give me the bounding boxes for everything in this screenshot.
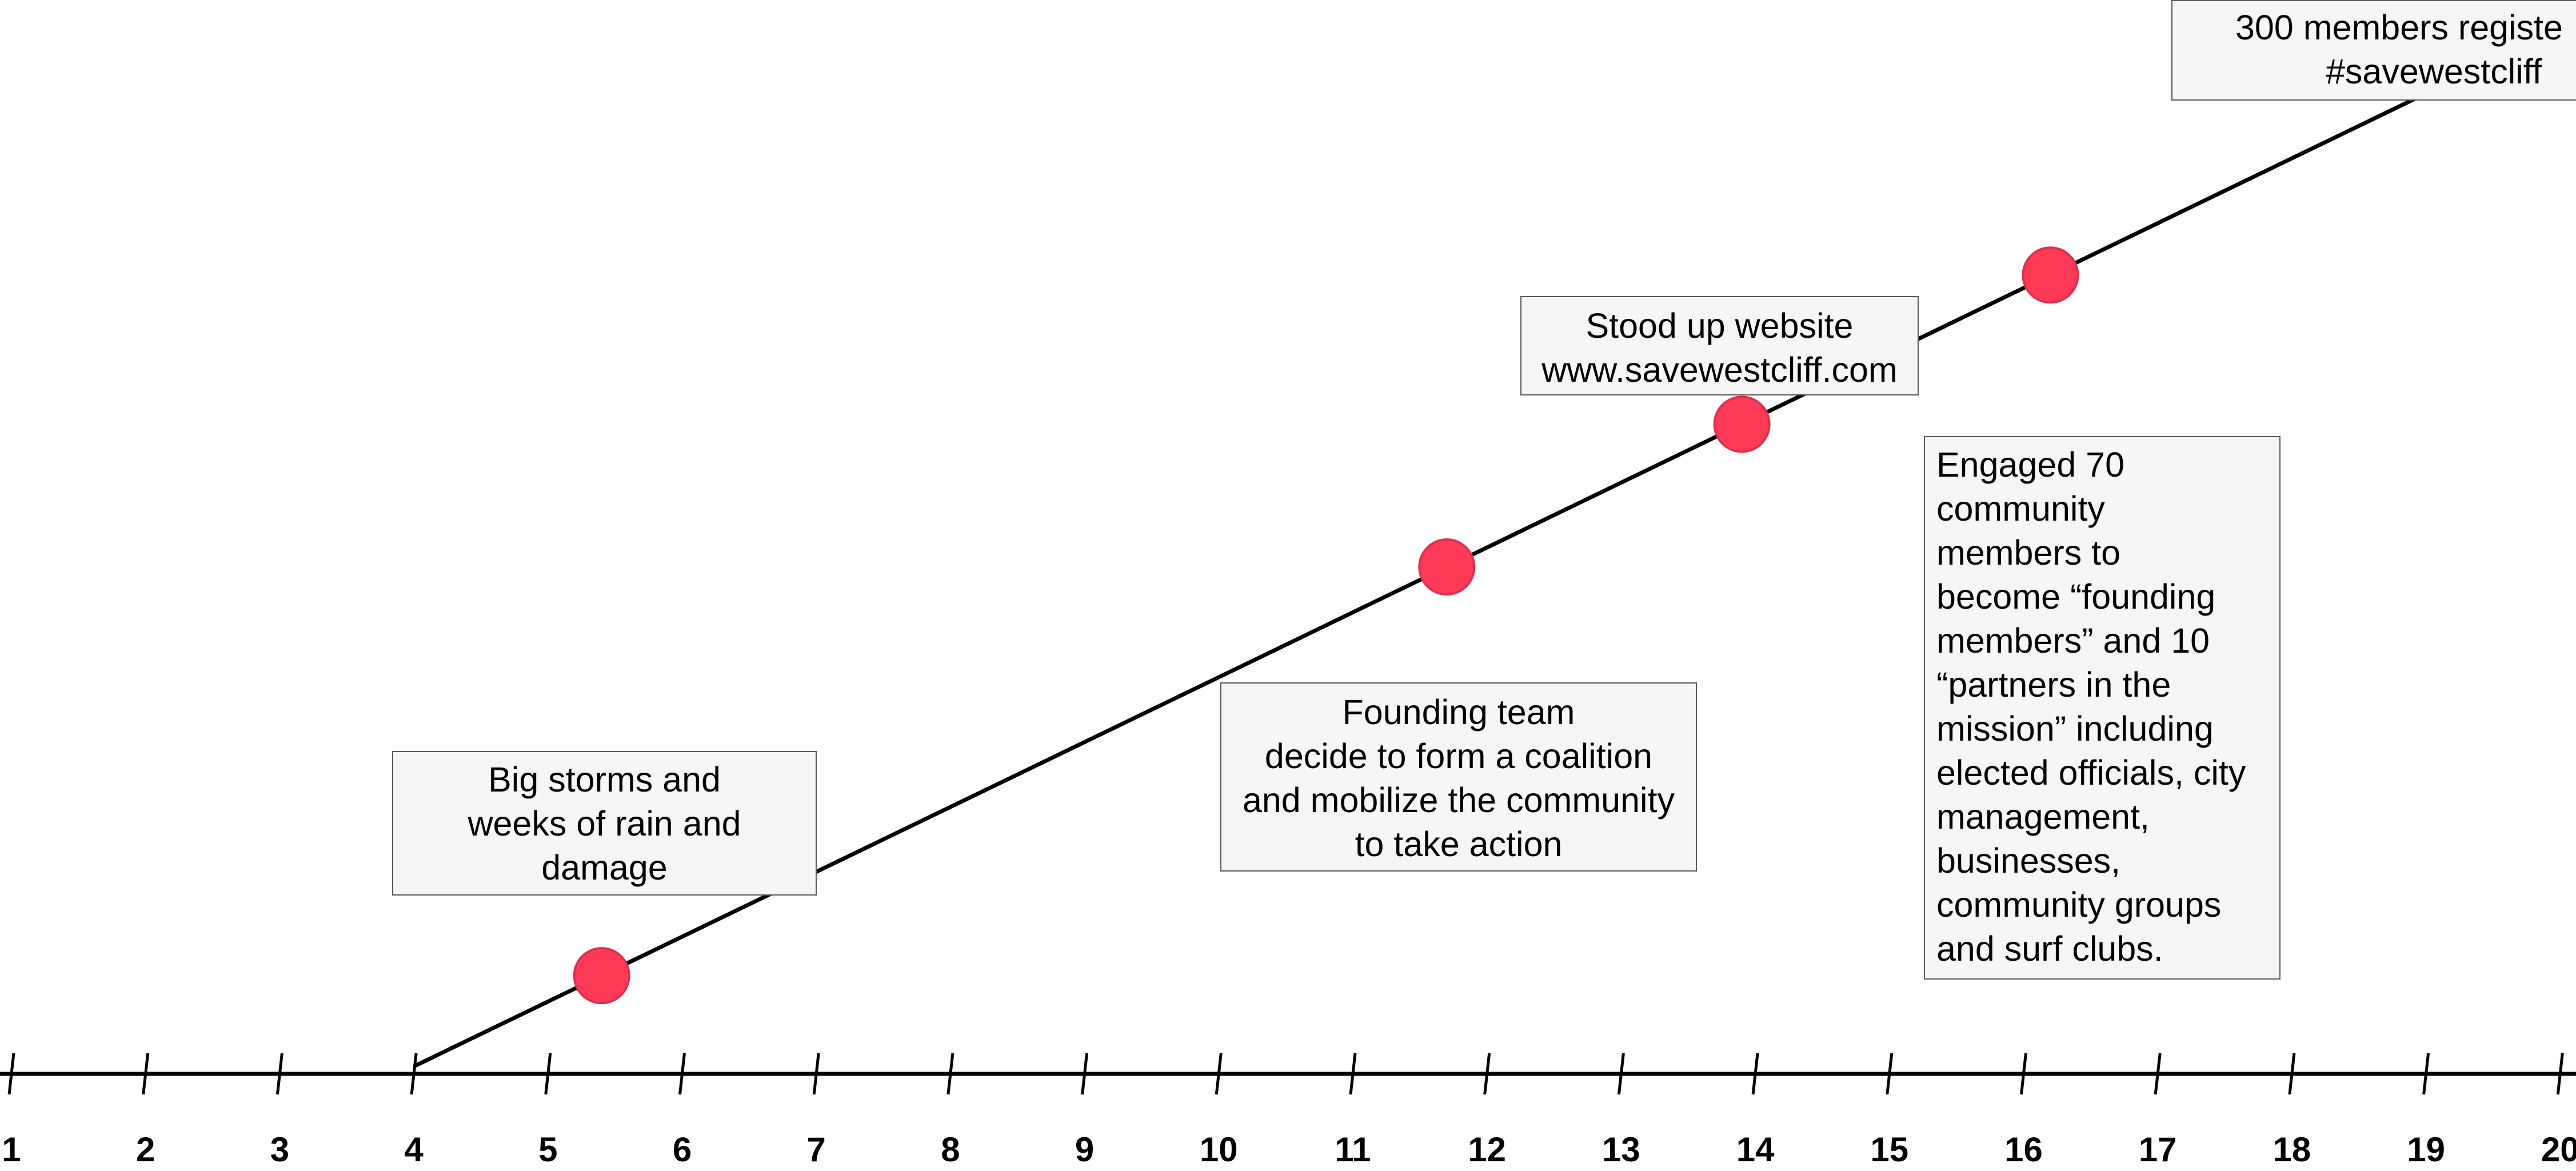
axis-tick-label: 19 xyxy=(2407,1130,2445,1169)
axis-tick-label: 20 xyxy=(2541,1130,2576,1169)
note-engaged-community: Engaged 70 community members to become “… xyxy=(1924,436,2281,980)
axis-tick-label: 11 xyxy=(1335,1130,1371,1169)
note-line: Founding team xyxy=(1342,693,1575,732)
axis-tick-labels: 1 2 3 4 5 6 7 8 9 10 11 12 13 14 15 16 17 18 19 20 xyxy=(2,1130,2576,1169)
note-big-storms: Big storms and weeks of rain and damage xyxy=(392,751,817,896)
axis-tick-label: 5 xyxy=(538,1130,557,1169)
milestone-dot xyxy=(1713,395,1771,453)
axis-tick-label: 2 xyxy=(136,1130,155,1169)
axis-tick xyxy=(2288,1053,2296,1095)
note-line: elected officials, city xyxy=(1936,753,2246,792)
note-line: Big storms and xyxy=(488,760,721,799)
axis-tick xyxy=(1886,1053,1894,1095)
note-line: damage xyxy=(541,848,668,887)
axis-tick-label: 9 xyxy=(1075,1130,1094,1169)
note-line: “partners in the xyxy=(1936,665,2171,704)
axis-tick xyxy=(2422,1053,2430,1095)
axis-tick-label: 4 xyxy=(404,1130,424,1169)
axis-tick-label: 8 xyxy=(941,1130,960,1169)
axis-tick xyxy=(410,1053,418,1095)
note-line: community xyxy=(1936,489,2105,528)
axis-tick-label: 7 xyxy=(807,1130,826,1169)
note-300-members: 300 members registe #savewestcliff xyxy=(2171,0,2576,101)
axis-tick xyxy=(275,1053,283,1095)
axis-tick-label: 15 xyxy=(1870,1130,1908,1169)
axis-tick-label: 1 xyxy=(2,1130,21,1169)
milestone-dot xyxy=(1418,538,1476,596)
axis-tick-label: 13 xyxy=(1602,1130,1640,1169)
note-line: businesses, xyxy=(1936,841,2121,880)
axis-tick xyxy=(1483,1053,1491,1095)
axis-tick-label: 14 xyxy=(1736,1130,1775,1169)
axis-tick-label: 18 xyxy=(2273,1130,2311,1169)
note-line: and surf clubs. xyxy=(1936,929,2163,968)
note-line: community groups xyxy=(1936,885,2222,924)
note-line: 300 members registe xyxy=(2235,8,2563,47)
note-line: www.savewestcliff.com xyxy=(1541,350,1898,389)
axis-tick xyxy=(2154,1053,2162,1095)
axis-tick xyxy=(1751,1053,1759,1095)
note-line: weeks of rain and xyxy=(468,804,741,843)
axis-tick-label: 17 xyxy=(2139,1130,2177,1169)
axis-tick xyxy=(2556,1053,2564,1095)
axis-tick xyxy=(2020,1053,2027,1095)
note-line: members” and 10 xyxy=(1936,621,2210,660)
note-line: #savewestcliff xyxy=(2326,52,2542,91)
note-line: members to xyxy=(1936,533,2121,572)
axis-tick xyxy=(678,1053,686,1095)
axis-tick xyxy=(812,1053,820,1095)
milestone-dot xyxy=(573,947,630,1005)
axis-tick xyxy=(946,1053,954,1095)
milestone-dot xyxy=(2022,246,2079,304)
axis-tick-label: 3 xyxy=(270,1130,289,1169)
note-line: and mobilize the community xyxy=(1242,781,1675,820)
axis-tick xyxy=(1349,1053,1357,1095)
note-line: become “founding xyxy=(1936,577,2216,616)
axis-tick xyxy=(142,1053,150,1095)
note-line: management, xyxy=(1936,797,2150,836)
axis-tick-label: 6 xyxy=(673,1130,692,1169)
note-line: Engaged 70 xyxy=(1936,445,2125,484)
note-founding-team: Founding team decide to form a coalition… xyxy=(1220,682,1697,872)
axis-tick xyxy=(1215,1053,1223,1095)
note-website: Stood up website www.savewestcliff.com xyxy=(1520,296,1919,395)
axis-tick xyxy=(1081,1053,1089,1095)
note-line: decide to form a coalition xyxy=(1264,737,1653,776)
axis-tick-label: 12 xyxy=(1468,1130,1506,1169)
axis-ticks xyxy=(7,1053,2564,1095)
note-line: Stood up website xyxy=(1585,306,1854,345)
axis-tick-label: 16 xyxy=(2004,1130,2043,1169)
axis-tick-label: 10 xyxy=(1200,1130,1238,1169)
note-line: mission” including xyxy=(1936,709,2214,748)
note-line: to take action xyxy=(1355,825,1563,864)
axis-tick xyxy=(1617,1053,1625,1095)
axis-tick xyxy=(7,1053,15,1095)
axis-tick xyxy=(544,1053,552,1095)
